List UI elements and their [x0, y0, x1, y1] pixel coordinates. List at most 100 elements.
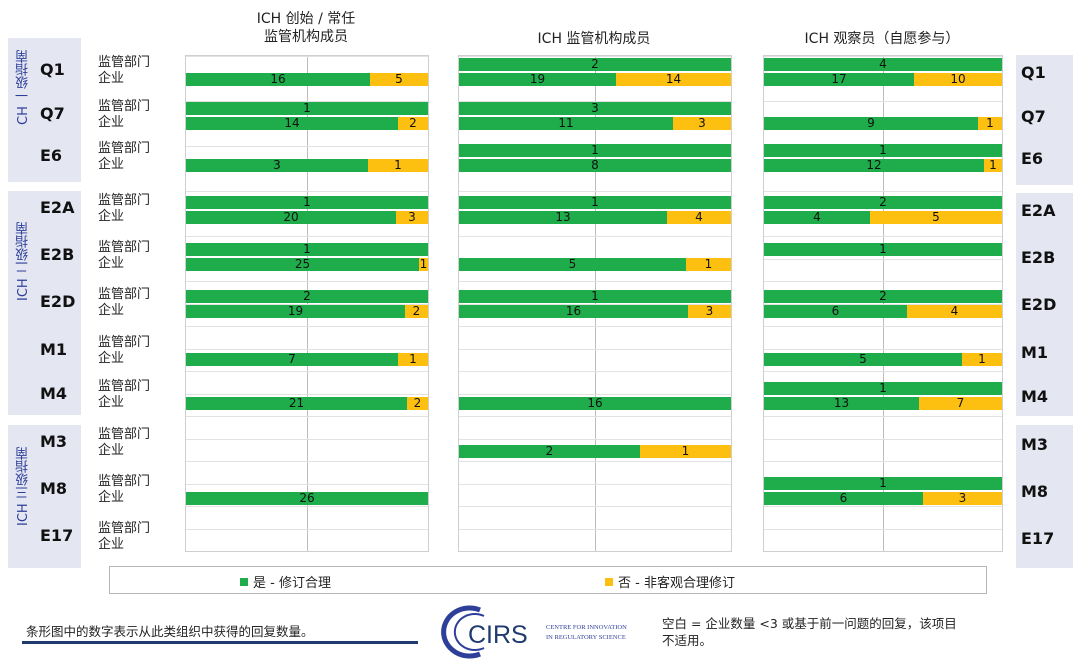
bar-yes-industry-e2b: 25: [186, 258, 419, 271]
row-label-industry: 企业: [98, 115, 125, 130]
row-separator: [764, 438, 1002, 440]
bar-no-industry-e2b: 1: [686, 258, 731, 271]
bar-no-industry-m4: 2: [407, 397, 428, 410]
question-label-right-m8: M8: [1021, 482, 1049, 501]
question-label-q7: Q7: [40, 104, 65, 123]
question-label-m8: M8: [40, 479, 68, 498]
question-label-right-e2a: E2A: [1021, 201, 1056, 220]
row-label-industry: 企业: [98, 443, 125, 458]
bar-no-industry-q1: 10: [914, 73, 1002, 86]
row-separator: [459, 528, 731, 530]
bar-yes-industry-q7: 11: [459, 117, 673, 130]
bar-no-industry-q7: 3: [673, 117, 731, 130]
row-separator: [459, 438, 731, 440]
row-label-industry: 企业: [98, 395, 125, 410]
group-box-tier2-left: [8, 191, 81, 415]
question-label-m3: M3: [40, 432, 68, 451]
footnote-right: 空白 = 企业数量 <3 或基于前一问题的回复，该项目 不适用。: [662, 616, 957, 648]
bar-yes-regulator-e6: 1: [459, 144, 731, 157]
bar-no-industry-e2b: 1: [419, 258, 428, 271]
row-label-regulator: 监管部门: [98, 427, 151, 442]
row-label-industry: 企业: [98, 256, 125, 271]
bar-yes-regulator-m4: 1: [764, 382, 1002, 395]
bar-yes-industry-e2d: 19: [186, 305, 405, 318]
bar-no-industry-e2d: 4: [907, 305, 1002, 318]
legend-item-yes: 是 - 修订合理: [240, 572, 331, 591]
legend-swatch-no: [605, 578, 613, 586]
bar-no-industry-e6: 1: [368, 159, 428, 172]
bar-yes-regulator-q1: 4: [764, 58, 1002, 71]
row-label-regulator: 监管部门: [98, 55, 151, 70]
bar-yes-regulator-e2b: 1: [764, 243, 1002, 256]
chart-panel-3: 4 17 10 9 1 1 12 1 2 4 5 1 2 6 4 5 1 1 13 7 1 6 3: [763, 55, 1003, 552]
cirs-logo-arc-inner: [453, 613, 485, 651]
cirs-logo-name: CIRS: [468, 621, 528, 649]
question-label-right-q1: Q1: [1021, 63, 1046, 82]
bar-yes-industry-e2b: 5: [459, 258, 686, 271]
row-separator: [186, 461, 428, 462]
bar-yes-industry-e6: 3: [186, 159, 368, 172]
row-separator: [186, 371, 428, 372]
bar-no-industry-m3: 1: [640, 445, 731, 458]
footnote-underline: [22, 641, 418, 644]
chart-panel-2: 2 19 14 3 11 3 1 8 1 13 4 5 1 1 16 3 16 2 1: [458, 55, 732, 552]
bar-no-industry-m1: 1: [398, 353, 428, 366]
bar-yes-industry-m4: 21: [186, 397, 407, 410]
bar-yes-industry-q7: 14: [186, 117, 398, 130]
legend-item-no: 否 - 非客观合理修订: [605, 572, 735, 591]
row-separator: [459, 56, 731, 57]
question-label-m4: M4: [40, 384, 68, 403]
question-label-right-m1: M1: [1021, 343, 1049, 362]
bar-no-industry-e2d: 2: [405, 305, 428, 318]
row-separator: [764, 56, 1002, 57]
bar-yes-industry-m8: 26: [186, 492, 428, 505]
row-separator: [186, 146, 428, 147]
bar-yes-regulator-q1: 2: [459, 58, 731, 71]
cirs-logo-arc: [441, 605, 481, 659]
bar-yes-industry-m1: 7: [186, 353, 398, 366]
bar-no-industry-e2d: 3: [688, 305, 731, 318]
row-separator: [764, 348, 1002, 350]
row-label-industry: 企业: [98, 537, 125, 552]
row-separator: [764, 506, 1002, 507]
group-label-tier2: ICH 二级指南: [16, 222, 31, 302]
question-label-right-m3: M3: [1021, 435, 1049, 454]
row-separator: [186, 101, 428, 102]
row-separator: [764, 371, 1002, 372]
row-label-regulator: 监管部门: [98, 240, 151, 255]
bar-yes-regulator-e2d: 2: [764, 290, 1002, 303]
row-label-industry: 企业: [98, 71, 125, 86]
bar-yes-regulator-m8: 1: [764, 477, 1002, 490]
row-separator: [459, 281, 731, 282]
question-label-right-e2b: E2B: [1021, 248, 1056, 267]
chart-panel-1: 16 5 1 14 2 3 1 1 20 3 1 25 1 2 19 2 7 1 21 2 26: [185, 55, 429, 552]
row-separator: [186, 56, 428, 57]
question-label-right-e17: E17: [1021, 529, 1055, 548]
row-separator: [764, 461, 1002, 462]
bar-no-industry-e2a: 5: [870, 211, 1002, 224]
bar-yes-regulator-e6: 1: [764, 144, 1002, 157]
legend-label-yes: 是 - 修订合理: [253, 576, 331, 591]
row-separator: [186, 326, 428, 327]
row-separator: [764, 236, 1002, 237]
bar-no-industry-e2a: 3: [396, 211, 428, 224]
bar-yes-industry-e2a: 4: [764, 211, 870, 224]
footnote-left: 条形图中的数字表示从此类组织中获得的回复数量。: [26, 624, 314, 639]
group-box-tier1-left: [8, 38, 81, 182]
bar-no-industry-m8: 3: [923, 492, 1002, 505]
row-label-regulator: 监管部门: [98, 474, 151, 489]
row-separator: [764, 326, 1002, 327]
question-label-right-e6: E6: [1021, 149, 1044, 168]
row-separator: [459, 416, 731, 417]
group-label-tier3: ICH 三级指南: [16, 447, 31, 527]
row-separator: [459, 101, 731, 102]
row-separator: [459, 483, 731, 485]
row-separator: [459, 461, 731, 462]
row-separator: [186, 528, 428, 530]
row-label-regulator: 监管部门: [98, 379, 151, 394]
bar-yes-regulator-e2a: 1: [459, 196, 731, 209]
bar-no-industry-e6: 1: [984, 159, 1002, 172]
row-label-regulator: 监管部门: [98, 141, 151, 156]
row-separator: [764, 258, 1002, 260]
bar-yes-industry-e2a: 13: [459, 211, 667, 224]
